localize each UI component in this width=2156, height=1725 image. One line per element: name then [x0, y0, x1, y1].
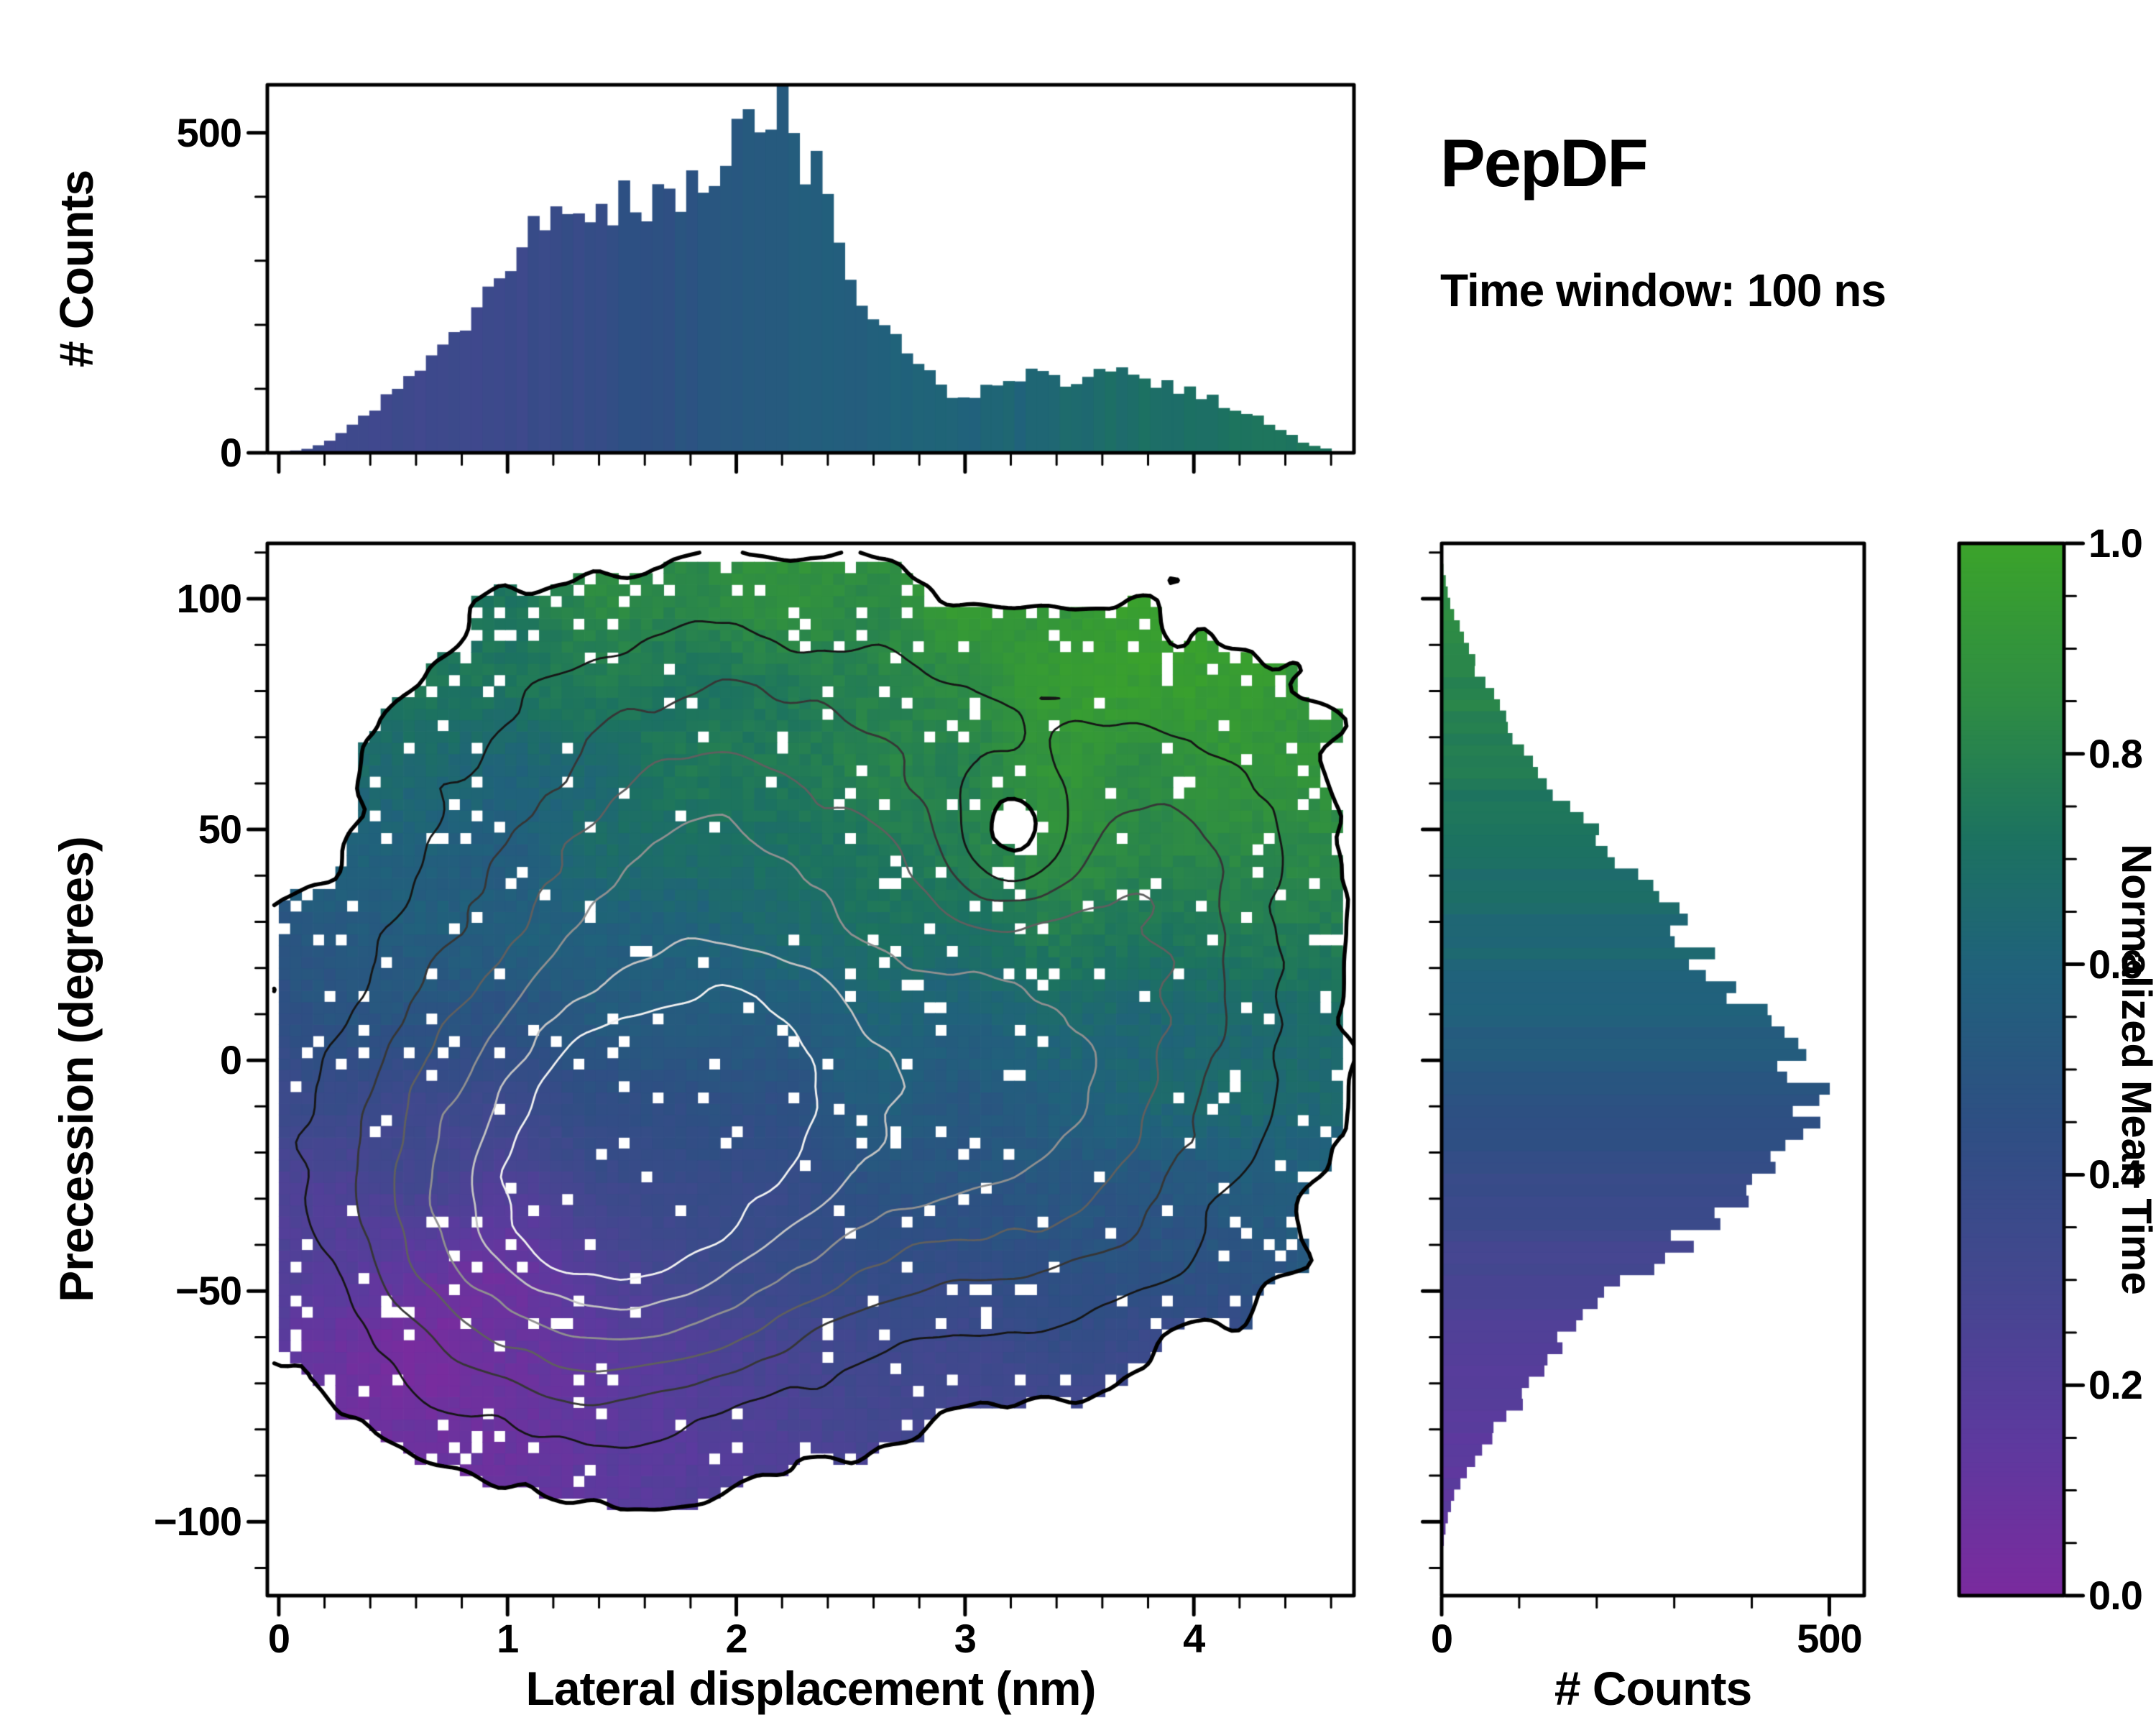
right-hist-x-axis-label: # Counts [1554, 1662, 1752, 1715]
main-y-tick-label: 50 [198, 806, 242, 852]
right-hist-x-tick-label: 500 [1797, 1616, 1862, 1661]
main-x-tick-label: 2 [725, 1616, 747, 1661]
main-x-tick-label: 3 [954, 1616, 977, 1661]
colorbar-tick-label: 1.0 [2088, 520, 2143, 566]
main-x-axis-label: Lateral displacement (nm) [525, 1662, 1097, 1715]
main-y-tick-label: −50 [175, 1268, 242, 1314]
main-y-tick-label: −100 [153, 1499, 242, 1545]
right-hist-x-tick-label: 0 [1430, 1616, 1453, 1661]
main-x-tick-label: 1 [497, 1616, 519, 1661]
colorbar-label: Normalized Mean Time [2113, 844, 2156, 1295]
main-x-tick-label: 4 [1183, 1616, 1205, 1661]
main-y-tick-label: 0 [219, 1037, 242, 1083]
colorbar-tick-label: 0.0 [2088, 1573, 2143, 1618]
colorbar-tick-label: 0.6 [2088, 941, 2143, 987]
top-hist-y-tick-label: 0 [219, 430, 242, 475]
figure-title: PepDF [1440, 125, 1649, 201]
top-hist-y-tick-label: 500 [176, 109, 242, 155]
colorbar-tick-label: 0.2 [2088, 1362, 2143, 1408]
main-y-axis-label: Precession (degrees) [50, 837, 103, 1302]
top-hist-y-axis-label: # Counts [50, 170, 103, 368]
figure-subtitle: Time window: 100 ns [1440, 264, 1886, 316]
colorbar-tick-label: 0.4 [2088, 1151, 2143, 1197]
main-x-tick-label: 0 [267, 1616, 290, 1661]
colorbar-tick-label: 0.8 [2088, 730, 2143, 776]
main-y-tick-label: 100 [176, 576, 242, 622]
